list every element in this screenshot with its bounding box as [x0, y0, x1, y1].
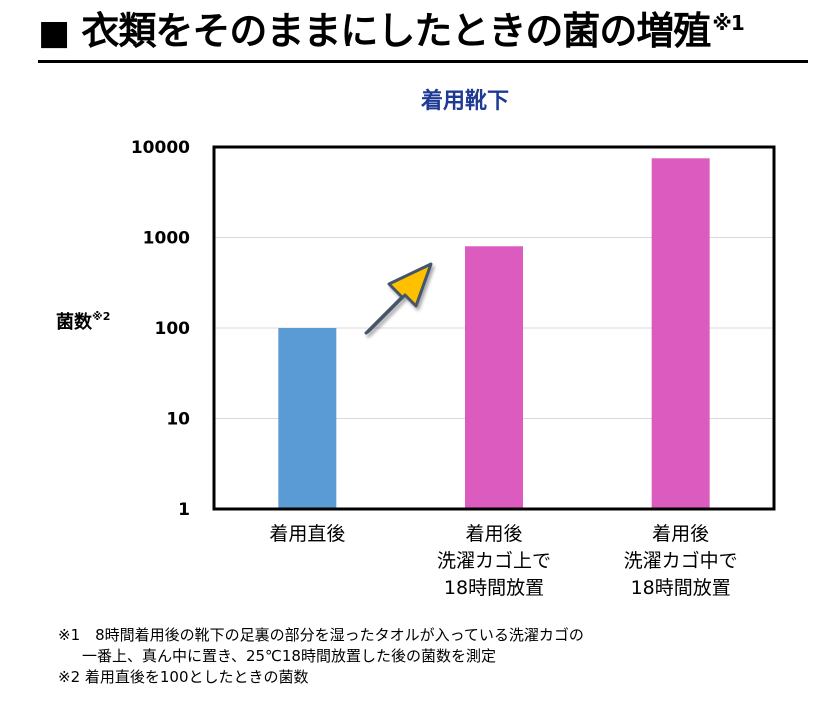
- y-axis-label: 菌数※2: [56, 310, 110, 333]
- footnotes: ※1 8時間着用後の靴下の足裏の部分を湿ったタオルが入っている洗濯カゴの 一番上…: [58, 625, 584, 688]
- bar-1: [278, 328, 337, 509]
- y-axis-ticks: 1 10 100 1000 10000: [131, 138, 190, 520]
- footnote-1-line-1: ※1 8時間着用後の靴下の足裏の部分を湿ったタオルが入っている洗濯カゴの: [58, 626, 584, 644]
- bar-3: [651, 158, 710, 510]
- x-category-label-line: 洗濯カゴ上で: [437, 550, 551, 572]
- slide-title-text: 衣類をそのままにしたときの菌の増殖: [81, 9, 711, 53]
- bar-2: [465, 246, 523, 509]
- square-bullet-icon: ■: [38, 13, 70, 53]
- x-category-label-line: 着用後: [465, 523, 522, 545]
- y-tick-label: 10000: [131, 138, 190, 158]
- growth-arrow-icon: [364, 262, 433, 335]
- bars: [278, 158, 710, 510]
- footnote-1-line-2: 一番上、真ん中に置き、25℃18時間放置した後の菌数を測定: [82, 647, 496, 665]
- x-category-label: 着用後洗濯カゴ上で 18時間放置: [437, 523, 551, 599]
- x-category-label: 着用直後: [269, 523, 345, 545]
- title-footnote-mark: ※1: [712, 11, 744, 35]
- bar-chart: 着用靴下 1 10 100 1000 10000 着用直後 着用後洗濯カゴ上で 18時間放置…: [56, 88, 776, 599]
- slide-title: ■ 衣類をそのままにしたときの菌の増殖 ※1: [38, 6, 745, 62]
- title-underline: [38, 60, 808, 63]
- x-category-label: 着用後洗濯カゴ中で 18時間放置: [624, 523, 738, 599]
- y-tick-label: 1: [178, 500, 190, 520]
- plot-frame: [212, 145, 776, 511]
- footnote-2: ※2 着用直後を100としたときの菌数: [58, 668, 309, 686]
- x-category-label-line: 洗濯カゴ中で: [624, 550, 738, 572]
- x-category-label-line: 18時間放置: [631, 577, 731, 599]
- y-tick-label: 1000: [143, 229, 190, 249]
- x-category-label-line: 着用直後: [269, 523, 345, 545]
- chart-title: 着用靴下: [420, 88, 509, 114]
- x-category-label-line: 着用後: [652, 523, 709, 545]
- y-tick-label: 10: [166, 410, 190, 430]
- y-tick-label: 100: [155, 319, 191, 339]
- x-category-label-line: 18時間放置: [444, 577, 544, 599]
